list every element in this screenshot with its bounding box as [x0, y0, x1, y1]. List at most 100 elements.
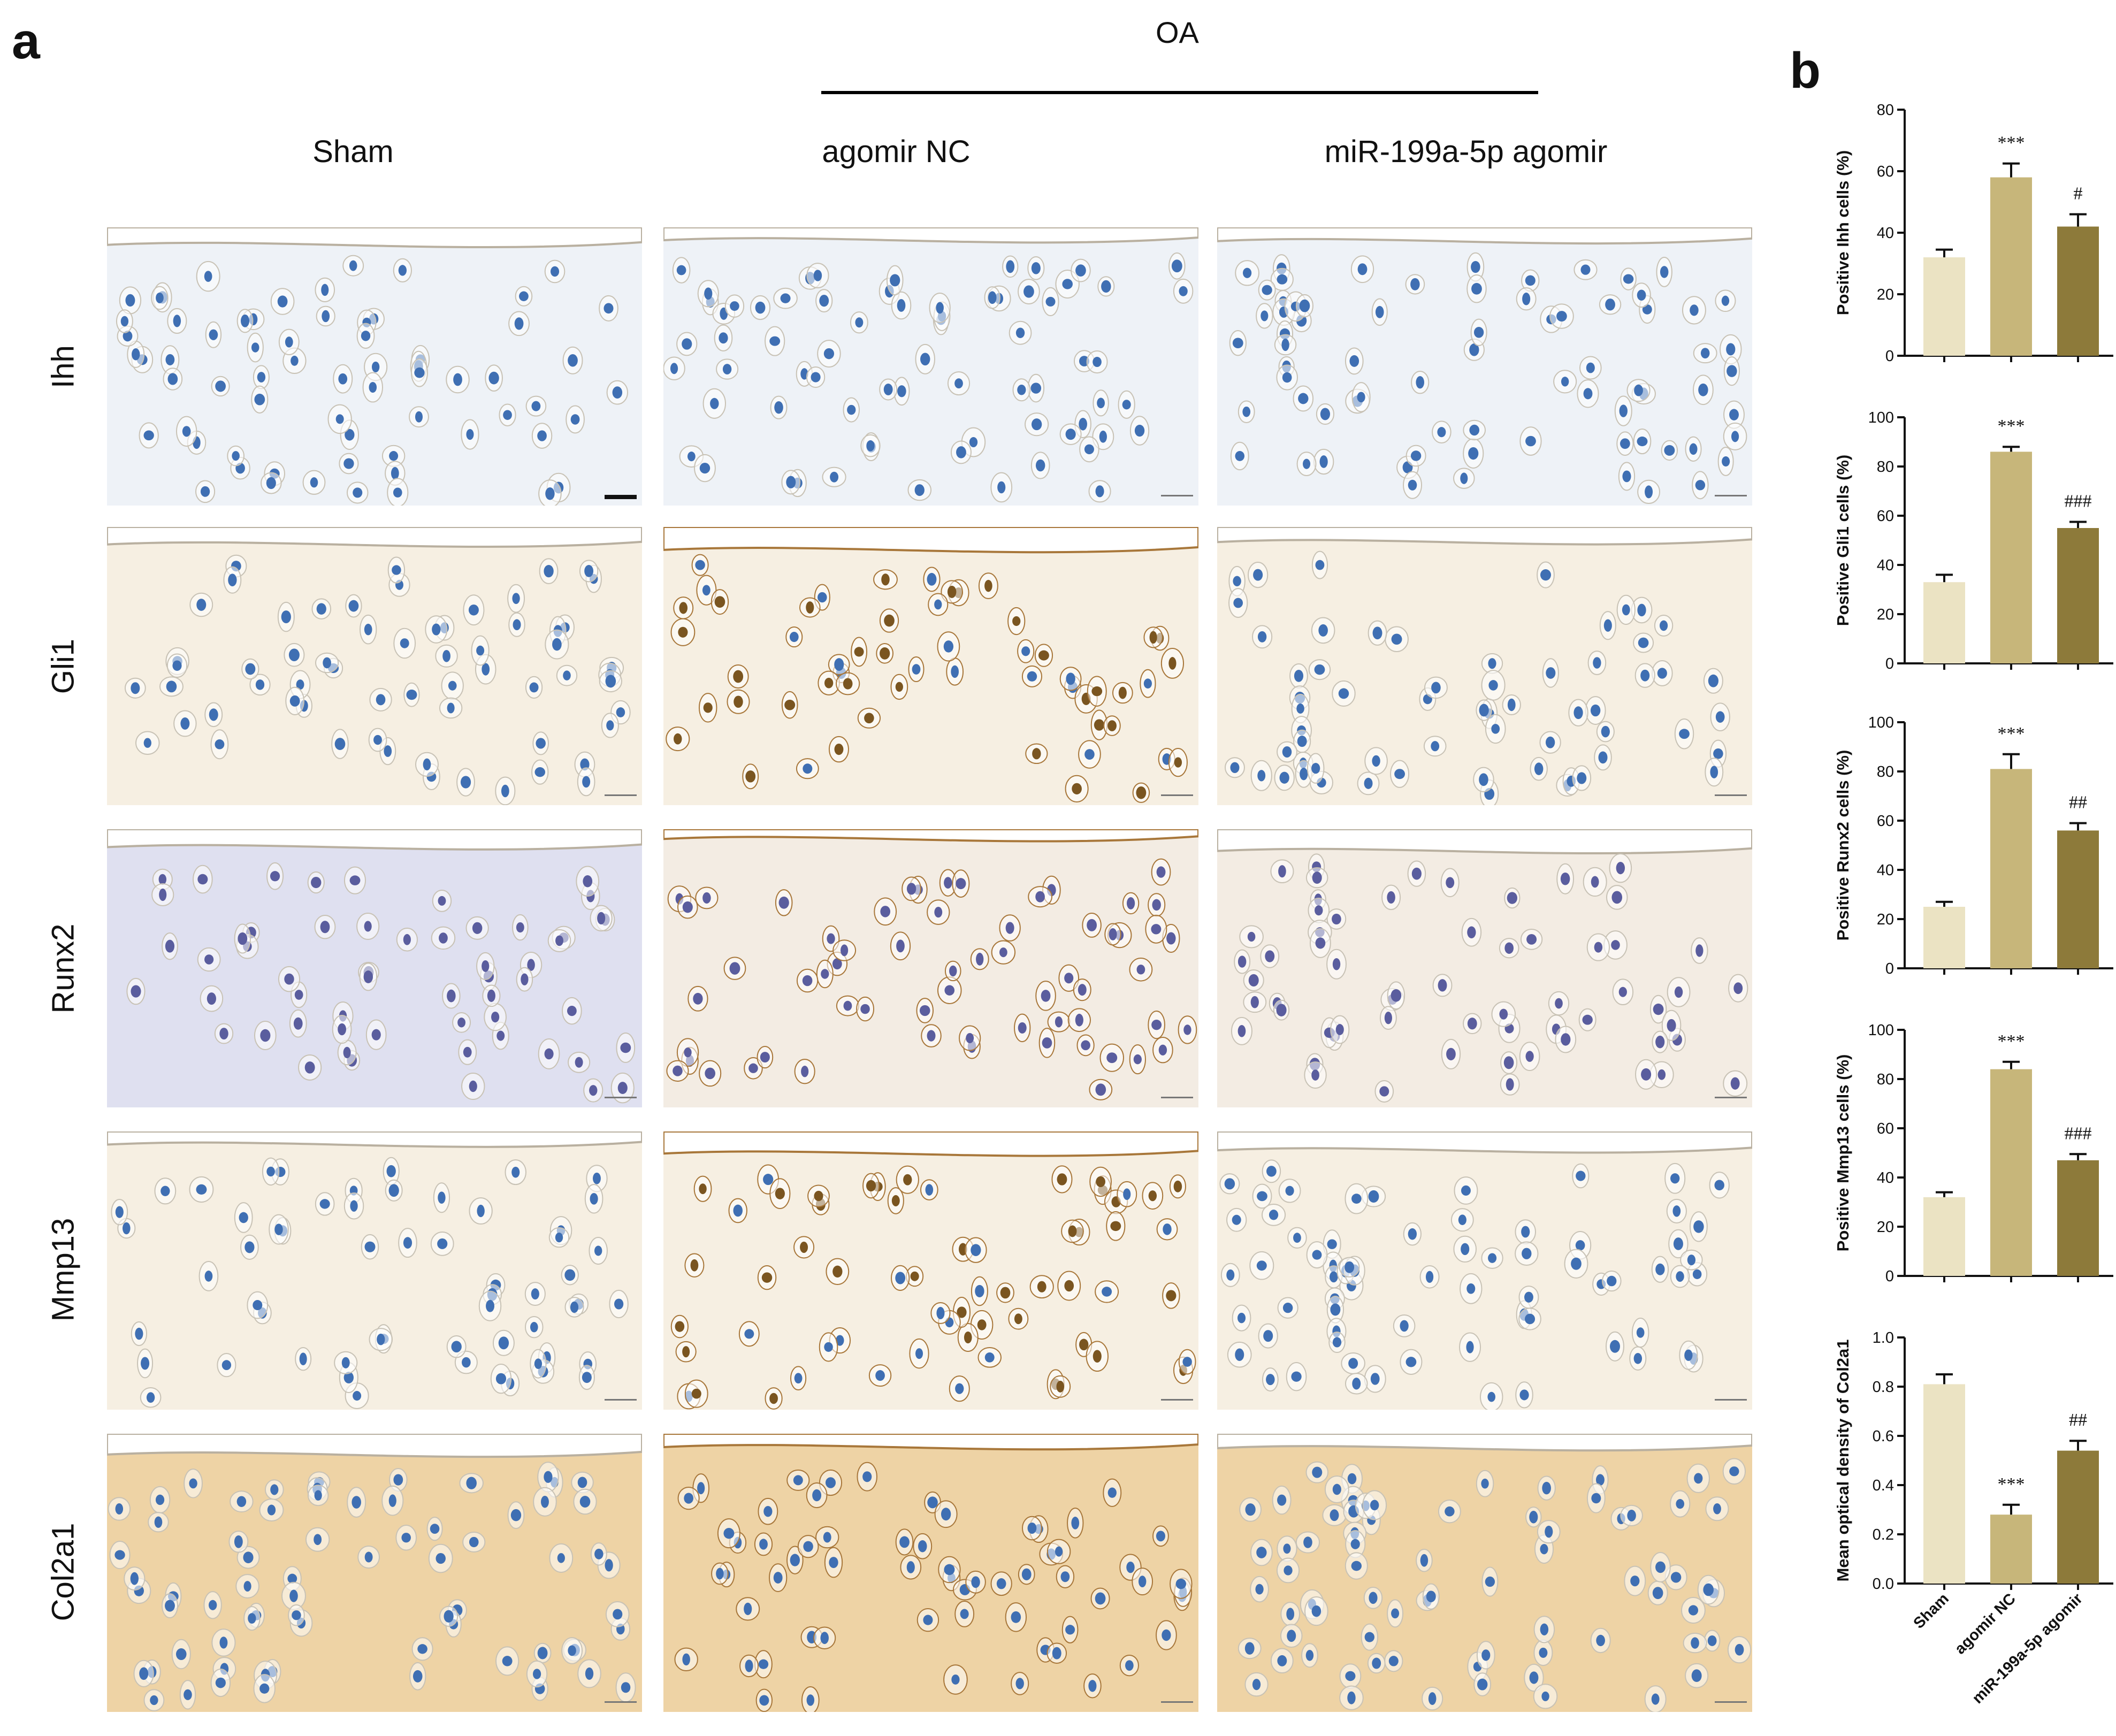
nucleus: [1338, 688, 1349, 699]
nucleus: [400, 638, 409, 648]
micrograph-drawing: [663, 227, 1198, 506]
nucleus: [896, 939, 905, 953]
micrograph-drawing: [107, 829, 642, 1107]
nucleus: [245, 1241, 255, 1253]
nucleus: [240, 314, 250, 327]
nucleus: [927, 572, 937, 586]
cartilage-surface: [1217, 1434, 1752, 1452]
y-tick-label: 100: [1868, 714, 1894, 731]
y-tick-label: 0: [1885, 1268, 1894, 1285]
nucleus: [115, 1206, 124, 1218]
nucleus: [1618, 986, 1627, 997]
nucleus: [1487, 1391, 1496, 1402]
nucleus: [801, 1066, 809, 1077]
nucleus: [498, 1336, 509, 1350]
nucleus: [1466, 1341, 1474, 1353]
nucleus: [824, 1342, 833, 1352]
micrograph-mmp13-0: [107, 1131, 642, 1410]
nucleus: [391, 466, 399, 480]
nucleus: [1525, 435, 1536, 447]
row-header-ihh: Ihh: [45, 345, 81, 388]
nucleus: [1245, 1503, 1256, 1516]
nucleus: [729, 962, 740, 975]
nucleus: [1357, 392, 1365, 403]
nucleus: [1262, 285, 1272, 295]
micrograph-drawing: [1217, 1131, 1752, 1410]
nucleus: [207, 992, 216, 1005]
nucleus: [536, 738, 546, 749]
cartilage-surface: [107, 1434, 642, 1458]
nucleus: [951, 1674, 960, 1685]
nucleus: [723, 1527, 735, 1539]
nucleus: [594, 1548, 604, 1559]
nucleus: [1410, 450, 1422, 461]
nucleus: [780, 293, 791, 303]
nucleus: [936, 1306, 945, 1320]
nucleus: [353, 487, 363, 498]
y-tick-label: 0: [1885, 960, 1894, 977]
nucleus: [204, 954, 214, 965]
nucleus: [1072, 783, 1082, 794]
nucleus: [568, 1645, 576, 1656]
nucleus: [545, 487, 555, 500]
nucleus: [1637, 437, 1648, 447]
nucleus: [131, 682, 140, 694]
nucleus: [1690, 304, 1699, 316]
y-tick-label: 80: [1877, 458, 1894, 476]
nucleus: [1055, 1016, 1063, 1028]
nucleus: [1345, 1261, 1355, 1273]
nucleus: [1426, 1590, 1436, 1602]
nucleus: [920, 353, 930, 366]
nucleus: [512, 593, 520, 604]
nucleus: [570, 414, 580, 425]
nucleus: [687, 452, 696, 462]
nucleus: [934, 907, 943, 918]
nucleus: [1541, 1691, 1549, 1701]
nucleus: [1027, 671, 1037, 682]
nucleus: [1670, 1572, 1682, 1583]
nucleus: [763, 1506, 773, 1517]
nucleus: [323, 657, 331, 669]
nucleus: [552, 638, 562, 651]
nucleus: [221, 1360, 232, 1371]
nucleus: [1291, 1371, 1302, 1382]
nucleus: [155, 1494, 165, 1505]
nucleus: [1387, 891, 1395, 904]
nucleus: [1232, 1214, 1241, 1225]
nucleus: [537, 1647, 548, 1659]
nucleus: [1303, 1536, 1312, 1548]
nucleus: [1091, 686, 1103, 697]
nucleus: [1400, 1320, 1409, 1332]
nucleus: [544, 565, 554, 578]
nucleus: [1673, 1237, 1683, 1250]
nucleus: [897, 299, 906, 312]
nucleus: [238, 932, 248, 945]
nucleus: [1349, 355, 1359, 367]
y-tick-label: 0.2: [1873, 1526, 1894, 1543]
nucleus: [745, 1659, 753, 1672]
nucleus: [291, 355, 299, 366]
nucleus: [583, 875, 593, 888]
nucleus: [1591, 876, 1599, 888]
nucleus: [923, 1615, 933, 1625]
nucleus: [1488, 658, 1496, 669]
nucleus: [1499, 1008, 1508, 1020]
tissue-background: [1217, 829, 1752, 1107]
nucleus: [1319, 455, 1328, 468]
nucleus: [364, 921, 372, 932]
micrograph-drawing: [1217, 227, 1752, 506]
nucleus: [180, 717, 190, 730]
nucleus: [1095, 485, 1104, 498]
bar-2: [2057, 528, 2099, 663]
nucleus: [1174, 757, 1182, 768]
nucleus: [691, 1388, 701, 1399]
nucleus: [1084, 444, 1094, 455]
tissue-background: [663, 1131, 1198, 1410]
nucleus: [215, 380, 226, 392]
nucleus: [1253, 569, 1263, 581]
nucleus: [604, 303, 614, 314]
nucleus: [773, 1572, 783, 1584]
nucleus: [1619, 404, 1628, 417]
nucleus: [960, 1609, 969, 1619]
nucleus: [745, 770, 756, 783]
